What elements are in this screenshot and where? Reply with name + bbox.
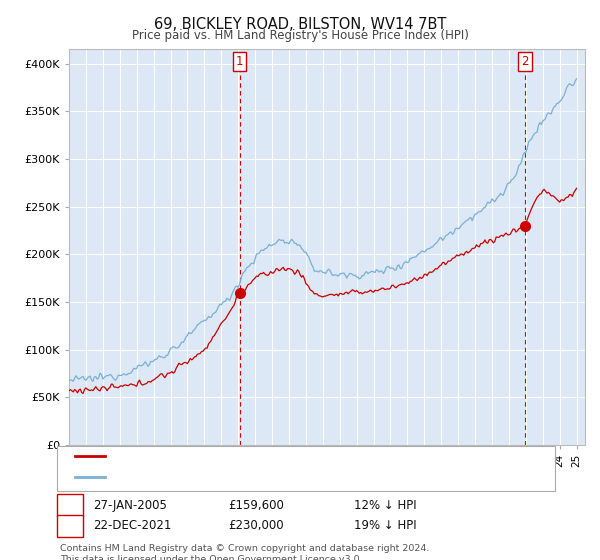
Text: Contains HM Land Registry data © Crown copyright and database right 2024.
This d: Contains HM Land Registry data © Crown c… bbox=[60, 544, 430, 560]
Text: 19% ↓ HPI: 19% ↓ HPI bbox=[354, 519, 416, 533]
Text: 69, BICKLEY ROAD, BILSTON, WV14 7BT: 69, BICKLEY ROAD, BILSTON, WV14 7BT bbox=[154, 17, 446, 32]
Text: 1: 1 bbox=[236, 55, 243, 68]
Text: 2: 2 bbox=[67, 519, 74, 533]
Text: 12% ↓ HPI: 12% ↓ HPI bbox=[354, 498, 416, 512]
Text: 69, BICKLEY ROAD, BILSTON, WV14 7BT (detached house): 69, BICKLEY ROAD, BILSTON, WV14 7BT (det… bbox=[111, 451, 429, 461]
Text: £159,600: £159,600 bbox=[228, 498, 284, 512]
Text: 22-DEC-2021: 22-DEC-2021 bbox=[93, 519, 172, 533]
Text: 27-JAN-2005: 27-JAN-2005 bbox=[93, 498, 167, 512]
Text: Price paid vs. HM Land Registry's House Price Index (HPI): Price paid vs. HM Land Registry's House … bbox=[131, 29, 469, 42]
Text: HPI: Average price, detached house, Wolverhampton: HPI: Average price, detached house, Wolv… bbox=[111, 472, 400, 482]
Text: 2: 2 bbox=[521, 55, 529, 68]
Text: £230,000: £230,000 bbox=[228, 519, 284, 533]
Text: 1: 1 bbox=[67, 498, 74, 512]
